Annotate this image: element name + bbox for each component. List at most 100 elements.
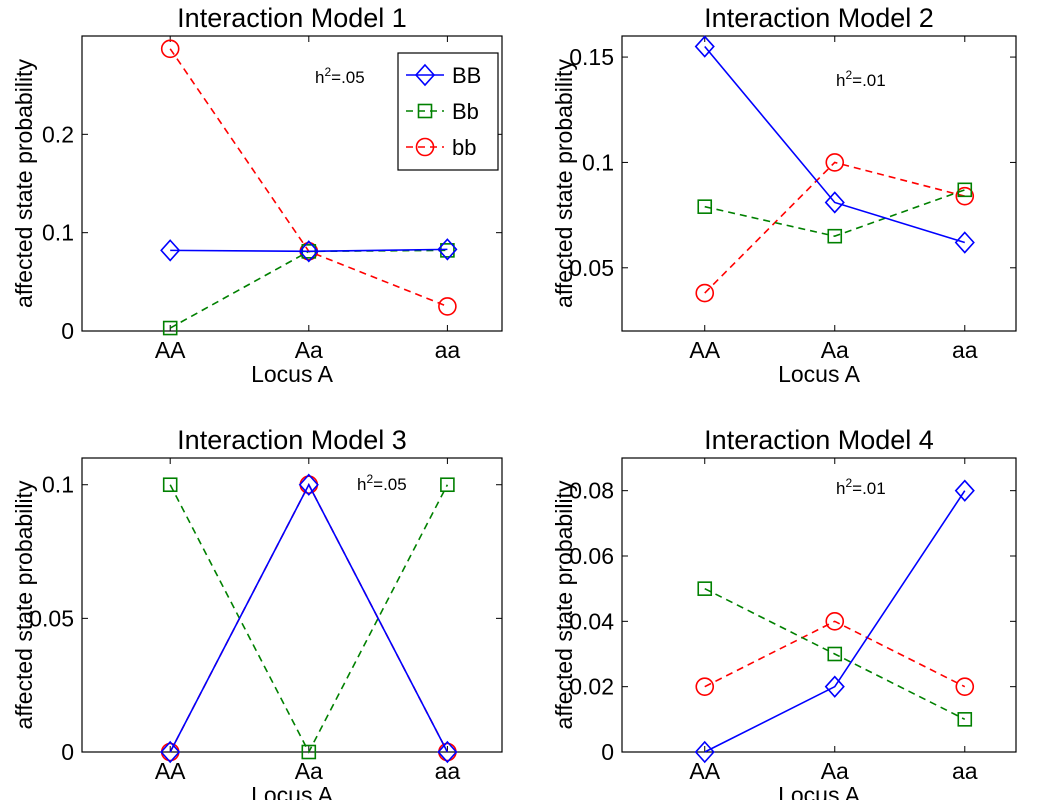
y-tick-label: 0.1 — [582, 149, 614, 175]
chart-title: Interaction Model 2 — [704, 3, 934, 33]
chart-panel-2: Interaction Model 2 AA Aa aa 0.05 0.1 0.15 Locu… — [551, 3, 1017, 387]
y-tick-label: 0 — [61, 739, 74, 765]
legend-box — [397, 52, 499, 171]
data-point-bb — [695, 283, 715, 303]
series-Bb — [162, 477, 455, 760]
x-tick-label: Aa — [295, 337, 323, 363]
y-tick-label: 0.15 — [569, 44, 614, 70]
y-tick-label: 0 — [61, 318, 74, 344]
x-tick-label: aa — [952, 758, 978, 784]
series-line-Bb — [704, 587, 966, 721]
data-point-Bb — [162, 320, 178, 336]
data-point-BB — [437, 238, 458, 261]
y-axis-label: affected state probability — [551, 59, 577, 308]
legend-entry-bb: bb — [406, 135, 476, 160]
legend-entry-BB: BB — [406, 63, 481, 88]
heritability-annotation: h2=.01 — [836, 476, 886, 498]
data-point-BB — [160, 239, 181, 262]
series-BB — [160, 238, 458, 263]
data-point-BB — [954, 231, 975, 254]
series-line-bb — [704, 620, 966, 688]
data-point-BB — [160, 740, 181, 764]
data-point-BB — [824, 675, 845, 698]
series-line-Bb — [169, 484, 449, 754]
legend-marker — [415, 137, 435, 157]
series-line-BB — [704, 490, 966, 753]
data-point-bb — [955, 677, 975, 696]
y-tick-label: 0.06 — [569, 543, 614, 569]
y-tick-label: 0.05 — [569, 255, 614, 281]
chart-panel-1: Interaction Model 1 AA Aa aa 0 0.1 0.2 Locus A a… — [11, 3, 503, 387]
heritability-annotation: h2=.05 — [315, 65, 365, 87]
x-tick-label: AA — [689, 337, 720, 363]
x-tick-label: Aa — [295, 758, 323, 784]
legend-marker — [414, 63, 436, 87]
series-bb — [695, 612, 975, 696]
y-axis-label: affected state probability — [551, 480, 577, 729]
data-point-BB — [694, 35, 715, 58]
data-point-bb — [160, 39, 180, 59]
chart-title: Interaction Model 4 — [704, 425, 934, 455]
data-point-bb — [825, 612, 845, 631]
data-point-Bb — [440, 243, 455, 258]
data-point-Bb — [697, 199, 713, 214]
chart-title: Interaction Model 3 — [177, 425, 407, 455]
data-point-Bb — [957, 712, 973, 727]
series-Bb — [697, 182, 973, 244]
data-point-Bb — [162, 477, 178, 493]
y-tick-label: 0.02 — [569, 674, 614, 700]
series-Bb — [697, 581, 973, 727]
y-tick-label: 0.08 — [569, 478, 614, 504]
y-tick-label: 0.05 — [29, 605, 74, 631]
series-line-bb — [704, 161, 965, 294]
y-axis-label: affected state probability — [11, 59, 37, 308]
series-line-Bb — [704, 189, 966, 238]
data-point-BB — [694, 740, 715, 764]
legend: BB Bb bb — [397, 52, 499, 171]
x-axis-label: Locus A — [251, 782, 333, 800]
data-point-bb — [825, 153, 845, 172]
x-tick-label: Aa — [821, 758, 849, 784]
y-tick-label: 0 — [601, 739, 614, 765]
series-line-BB — [170, 248, 448, 253]
data-point-Bb — [697, 581, 713, 596]
data-point-BB — [298, 240, 319, 263]
x-tick-label: AA — [155, 337, 186, 363]
series-BB — [694, 35, 975, 254]
data-point-bb — [695, 677, 715, 696]
data-point-Bb — [957, 182, 973, 198]
legend-entry-Bb: Bb — [406, 99, 479, 124]
x-axis-label: Locus A — [778, 361, 860, 387]
data-point-BB — [437, 740, 458, 764]
heritability-annotation: h2=.05 — [357, 472, 407, 494]
x-axis-label: Locus A — [778, 782, 860, 800]
heritability-annotation: h2=.01 — [836, 68, 886, 90]
chart-panel-4: Interaction Model 4AA Aa aa00.020.040.060.… — [551, 425, 1017, 800]
series-line-BB — [704, 46, 966, 244]
plot-area — [81, 457, 503, 753]
x-tick-label: Aa — [821, 337, 849, 363]
data-point-Bb — [440, 477, 455, 493]
y-tick-label: 0.2 — [42, 121, 74, 147]
legend-marker — [417, 103, 433, 119]
legend-label: bb — [452, 135, 476, 160]
data-point-BB — [298, 473, 319, 496]
y-tick-label: 0.04 — [569, 608, 614, 634]
y-tick-label: 0.1 — [42, 220, 74, 246]
series-BB — [694, 479, 975, 764]
plot-area — [621, 457, 1017, 753]
data-point-BB — [954, 479, 975, 502]
data-point-Bb — [301, 744, 317, 760]
chart-title: Interaction Model 1 — [177, 3, 407, 33]
data-point-bb — [955, 186, 975, 206]
series-bb — [695, 153, 975, 303]
series-line-BB — [169, 482, 449, 753]
data-point-BB — [824, 191, 845, 214]
data-point-Bb — [827, 228, 843, 244]
x-tick-label: aa — [952, 337, 978, 363]
y-tick-label: 0.1 — [42, 472, 74, 498]
y-axis-label: affected state probability — [11, 480, 37, 729]
data-point-bb — [438, 297, 457, 316]
